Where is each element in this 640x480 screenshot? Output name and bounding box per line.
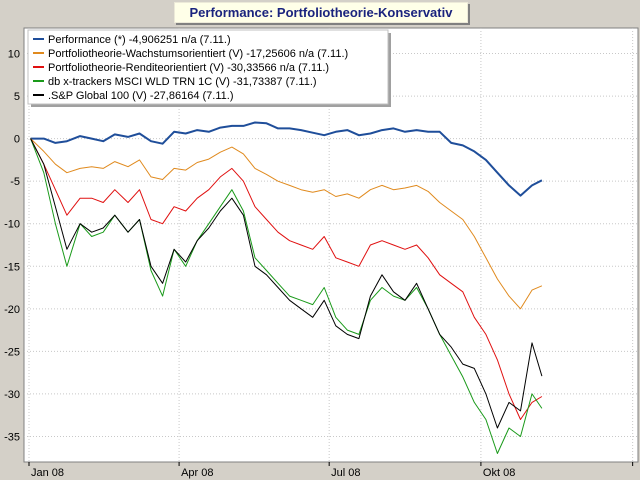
x-tick-label: Okt 08 [483,467,515,479]
y-tick-label: -25 [4,346,20,358]
axes: 10 5 0 -5 -10 -15 -20 -25 -30 -35 Jan 08 Apr 08 Jul … [4,49,634,479]
y-tick-label: -15 [4,261,20,273]
legend-label-4: db x-trackers MSCI WLD TRN 1C (V) -31,73… [48,76,317,88]
y-tick-label: 0 [14,134,20,146]
y-tick-label: -20 [4,304,20,316]
x-tick-label: Apr 08 [181,467,213,479]
legend-label-3: Portfoliotheorie-Renditeorientiert (V) -… [48,62,329,74]
legend-label-5: .S&P Global 100 (V) -27,86164 (7.11.) [48,90,233,102]
y-tick-label: -5 [10,176,20,188]
series-line-3 [30,138,543,420]
series-line-5 [30,138,543,429]
y-tick-label: -35 [4,431,20,443]
chart-title: Performance: Portfoliotheorie-Konservati… [174,2,468,23]
legend: Performance (*) -4,906251 n/a (7.11.) Por… [27,29,391,107]
x-tick-label: Jul 08 [331,467,360,479]
legend-label-1: Performance (*) -4,906251 n/a (7.11.) [48,34,231,46]
y-tick-label: 5 [14,91,20,103]
legend-label-2: Portfoliotheorie-Wachstumsorientiert (V)… [48,48,348,60]
y-tick-label: 10 [8,49,20,61]
legend-box [27,29,389,105]
x-tick-label: Jan 08 [31,467,64,479]
series-lines [30,121,543,454]
y-tick-label: -30 [4,389,20,401]
y-tick-label: -10 [4,219,20,231]
series-line-1 [30,121,543,197]
series-line-2 [30,138,543,310]
